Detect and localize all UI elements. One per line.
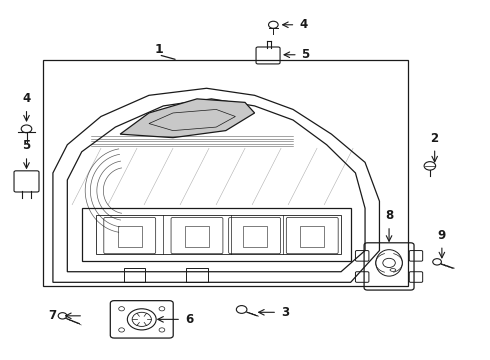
Text: 5: 5 bbox=[23, 139, 31, 153]
Bar bbox=[124, 268, 145, 282]
Bar bbox=[43, 60, 408, 286]
Text: 3: 3 bbox=[281, 306, 289, 319]
Bar bbox=[118, 226, 142, 247]
Bar bbox=[300, 226, 324, 247]
Polygon shape bbox=[120, 99, 255, 138]
Bar bbox=[243, 226, 267, 247]
Text: 8: 8 bbox=[385, 209, 393, 222]
Bar bbox=[185, 226, 209, 247]
Text: 7: 7 bbox=[48, 309, 56, 322]
Text: 6: 6 bbox=[185, 313, 193, 326]
Text: 4: 4 bbox=[299, 18, 308, 31]
Text: 1: 1 bbox=[154, 43, 163, 56]
Text: 5: 5 bbox=[301, 48, 309, 61]
Text: 4: 4 bbox=[23, 92, 31, 105]
Text: 9: 9 bbox=[438, 229, 446, 242]
Text: 2: 2 bbox=[431, 132, 439, 145]
Bar bbox=[186, 268, 208, 282]
